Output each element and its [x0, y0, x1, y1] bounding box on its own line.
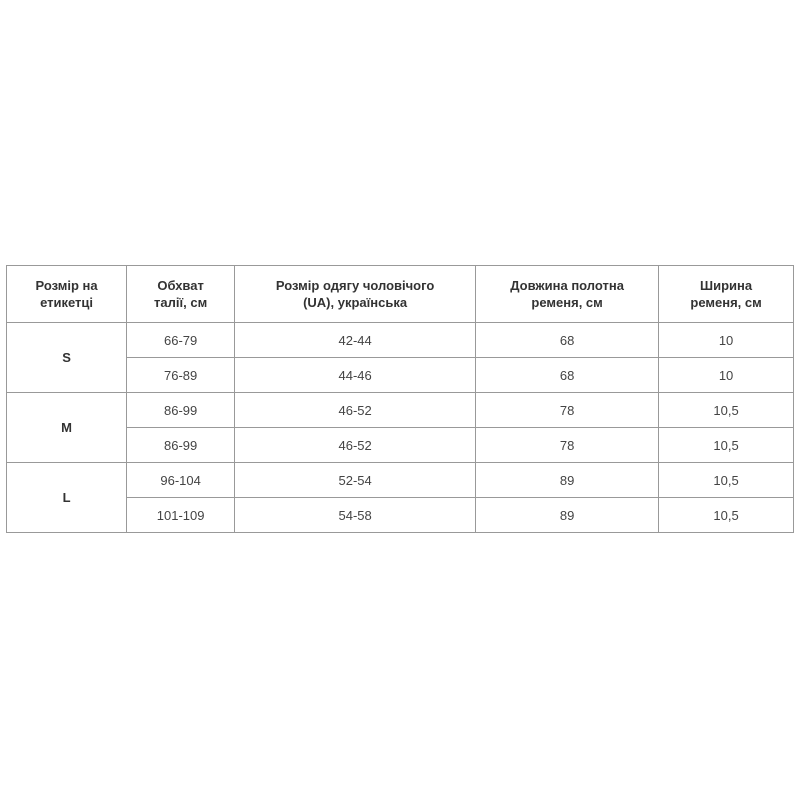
header-text: ременя, см [531, 295, 603, 310]
belt-length-cell: 78 [475, 427, 660, 463]
clothing-size-cell: 44-46 [234, 357, 477, 393]
waist-cell: 66-79 [126, 322, 236, 358]
header-text: Розмір одягу чоловічого [275, 278, 435, 293]
waist-cell: 96-104 [126, 462, 236, 498]
header-size-label: Розмір на етикетці [5, 265, 128, 323]
header-text: етикетці [40, 295, 94, 310]
header-text: Ширина [700, 278, 753, 293]
belt-length-cell: 78 [475, 392, 660, 428]
belt-width-cell: 10,5 [658, 462, 794, 498]
belt-length-cell: 89 [475, 497, 660, 533]
size-label-cell: M [5, 392, 128, 463]
belt-width-cell: 10 [658, 357, 794, 393]
header-belt-length: Довжина полотна ременя, см [475, 265, 660, 323]
clothing-size-cell: 42-44 [234, 322, 477, 358]
header-text: Розмір на [35, 278, 98, 293]
belt-length-cell: 68 [475, 357, 660, 393]
waist-cell: 101-109 [126, 497, 236, 533]
waist-cell: 86-99 [126, 427, 236, 463]
table-row: S 66-79 42-44 68 10 [5, 322, 794, 393]
clothing-size-cell: 52-54 [234, 462, 477, 498]
size-label-cell: S [5, 322, 128, 393]
table-row: 86-99 46-52 78 10,5 [7, 427, 794, 463]
header-text: Обхват [157, 278, 204, 293]
header-clothing-size: Розмір одягу чоловічого (UA), українська [234, 265, 477, 323]
size-chart-table: Розмір на етикетці Обхват талії, см Розмір… [5, 265, 794, 533]
clothing-size-cell: 46-52 [234, 392, 477, 428]
header-waist: Обхват талії, см [126, 265, 236, 323]
table-row: 101-109 54-58 89 10,5 [7, 497, 794, 533]
belt-width-cell: 10,5 [658, 427, 794, 463]
header-row: Розмір на етикетці Обхват талії, см Розмір… [5, 265, 794, 323]
waist-cell: 76-89 [126, 357, 236, 393]
clothing-size-cell: 46-52 [234, 427, 477, 463]
header-belt-width: Ширина ременя, см [658, 265, 794, 323]
waist-cell: 86-99 [126, 392, 236, 428]
table-row: 76-89 44-46 68 10 [7, 357, 794, 393]
belt-width-cell: 10,5 [658, 392, 794, 428]
header-text: (UA), українська [303, 295, 408, 310]
size-label-cell: L [5, 462, 128, 533]
header-text: ременя, см [690, 295, 762, 310]
clothing-size-cell: 54-58 [234, 497, 477, 533]
table-row: M 86-99 46-52 78 10,5 [5, 392, 794, 463]
header-text: талії, см [154, 295, 208, 310]
belt-length-cell: 89 [475, 462, 660, 498]
table-row: L 96-104 52-54 89 10,5 [5, 462, 794, 533]
belt-width-cell: 10 [658, 322, 794, 358]
belt-width-cell: 10,5 [658, 497, 794, 533]
belt-length-cell: 68 [475, 322, 660, 358]
header-text: Довжина полотна [510, 278, 624, 293]
